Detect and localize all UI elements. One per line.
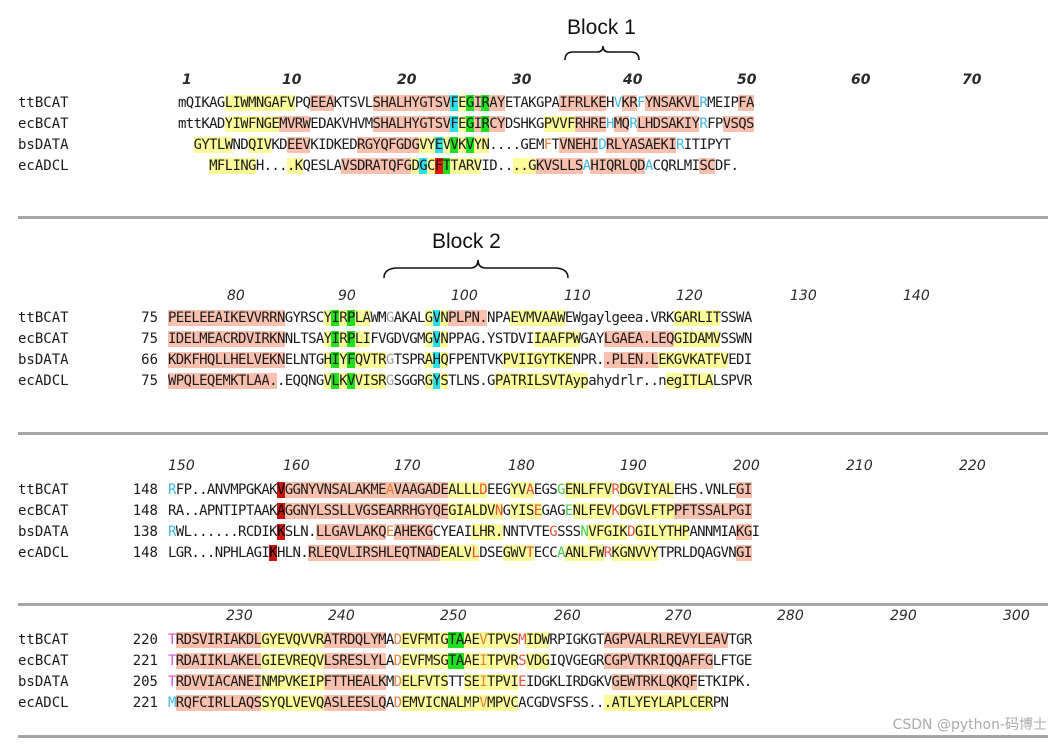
seq-name-ecadcl: ecADCL: [18, 695, 69, 711]
sequence-start-position: 221: [132, 695, 158, 711]
position-tick-label: 1: [182, 72, 192, 88]
aligned-sequence: RFP..ANVMPGKAKVGGNYVNSALAKMEAVAAGADEALLL…: [168, 482, 752, 498]
position-tick-label: 90: [338, 288, 356, 304]
aligned-sequence: mQIKAGLIWMNGAFVPQEEAKTSVLSHALHYGTSVFEGIR…: [178, 95, 754, 111]
sequence-start-position: 148: [132, 482, 158, 498]
aligned-sequence: KDKFHQLLHELVEKNELNTGHIYFQVTRGTSPRAHQFPEN…: [168, 352, 752, 368]
sequence-start-position: 148: [132, 545, 158, 561]
position-tick-label: 290: [890, 608, 917, 624]
seq-name-bsdata: bsDATA: [18, 137, 69, 153]
aligned-sequence: RWL......RCDIKKSLN.LLGAVLAKQEAHEKGCYEAIL…: [168, 524, 760, 540]
aligned-sequence: LGR...NPHLAGIKHLN.RLEQVLIRSHLEQTNADEALVL…: [168, 545, 752, 561]
block-separator: [18, 735, 1048, 738]
sequence-start-position: 66: [141, 352, 158, 368]
position-tick-label: 100: [451, 288, 478, 304]
sequence-start-position: 75: [141, 310, 158, 326]
position-tick-label: 10: [282, 72, 302, 88]
sequence-start-position: 75: [141, 331, 158, 347]
alignment-block-4: 230 240 250 260 270 280 290 300 ttBCAT ecBCAT b…: [0, 608, 1061, 738]
aligned-sequence: TRDAIIKLAKELGIEVREQVLSRESLYLADEVFMSGTAAE…: [168, 653, 752, 669]
aligned-sequence: PEELEEAIKEVVRRNGYRSCYIRPLAWMGAKALGVNPLPN…: [168, 310, 752, 326]
seq-name-bsdata: bsDATA: [18, 674, 69, 690]
position-tick-label: 30: [512, 72, 532, 88]
block-separator: [18, 603, 1048, 606]
position-tick-label: 170: [394, 458, 421, 474]
alignment-block-3: 150 160 170 180 190 200 210 220 ttBCAT ecBCAT b…: [0, 438, 1061, 603]
aligned-sequence: GYTLWNDQIVKDEEVKIDKEDRGYQFGDGVYEVVKVYN..…: [193, 137, 731, 153]
seq-name-ecbcat: ecBCAT: [18, 653, 69, 669]
position-tick-label: 260: [554, 608, 581, 624]
position-tick-label: 120: [676, 288, 703, 304]
position-tick-label: 180: [508, 458, 535, 474]
aligned-sequence: IDELMEACRDVIRKNNLTSAYIRPLIFVGDVGMGVNPPAG…: [168, 331, 752, 347]
block1-bracket: [564, 45, 640, 61]
position-tick-label: 300: [1003, 608, 1030, 624]
aligned-sequence: mttKADYIWFNGEMVRWEDAKVHVMSHALHYGTSVFEGIR…: [178, 116, 754, 132]
position-tick-label: 270: [665, 608, 692, 624]
seq-name-ecadcl: ecADCL: [18, 373, 69, 389]
block1-label: Block 1: [567, 16, 636, 39]
sequence-start-position: 205: [132, 674, 158, 690]
position-tick-label: 50: [737, 72, 757, 88]
position-tick-label: 240: [328, 608, 355, 624]
position-tick-label: 150: [168, 458, 195, 474]
seq-name-ttbcat: ttBCAT: [18, 95, 69, 111]
seq-name-ecbcat: ecBCAT: [18, 331, 69, 347]
aligned-sequence: MRQFCIRLLAQSSYQLVEVQASLEESLQADEMVICNALMP…: [168, 695, 729, 711]
position-tick-label: 80: [227, 288, 245, 304]
seq-name-bsdata: bsDATA: [18, 352, 69, 368]
position-tick-label: 190: [620, 458, 647, 474]
position-tick-label: 60: [851, 72, 871, 88]
position-tick-label: 210: [846, 458, 873, 474]
position-tick-label: 250: [440, 608, 467, 624]
seq-name-ecadcl: ecADCL: [18, 158, 69, 174]
sequence-start-position: 220: [132, 632, 158, 648]
sequence-start-position: 138: [132, 524, 158, 540]
sequence-start-position: 75: [141, 373, 158, 389]
position-tick-label: 280: [777, 608, 804, 624]
alignment-block-1: Block 1 1 10 20 30 40 50 60 70 ttBCAT ecBCAT bs…: [0, 0, 1061, 215]
seq-name-ecadcl: ecADCL: [18, 545, 69, 561]
position-tick-label: 130: [790, 288, 817, 304]
position-tick-label: 220: [959, 458, 986, 474]
seq-name-ttbcat: ttBCAT: [18, 482, 69, 498]
seq-name-ecbcat: ecBCAT: [18, 116, 69, 132]
sequence-start-position: 148: [132, 503, 158, 519]
seq-name-ttbcat: ttBCAT: [18, 310, 69, 326]
position-tick-label: 160: [283, 458, 310, 474]
alignment-block-2: Block 2 80 90 100 110 120 130 140 ttBCAT ecBCA…: [0, 222, 1061, 430]
seq-name-ttbcat: ttBCAT: [18, 632, 69, 648]
block2-label: Block 2: [432, 230, 501, 253]
block-separator: [18, 432, 1048, 435]
position-tick-label: 20: [397, 72, 417, 88]
position-tick-label: 110: [564, 288, 591, 304]
watermark: CSDN @python-码博士: [892, 717, 1047, 733]
seq-name-bsdata: bsDATA: [18, 524, 69, 540]
aligned-sequence: RA..APNTIPTAAKAGGNYLSSLLVGSEARRHGYQEGIAL…: [168, 503, 752, 519]
position-tick-label: 70: [962, 72, 982, 88]
aligned-sequence: MFLINGH....KQESLAVSDRATQFGDGCFTTARVID...…: [209, 158, 739, 174]
position-tick-label: 230: [226, 608, 253, 624]
sequence-start-position: 221: [132, 653, 158, 669]
position-tick-label: 40: [623, 72, 643, 88]
position-tick-label: 140: [903, 288, 930, 304]
position-tick-label: 200: [733, 458, 760, 474]
seq-name-ecbcat: ecBCAT: [18, 503, 69, 519]
block-separator: [18, 216, 1048, 219]
aligned-sequence: WPQLEQEMKTLAA..EQQNGVLKVVISRGSGGRGYSTLNS…: [168, 373, 752, 389]
aligned-sequence: TRDVVIACANEINMPVKEIPFTTHEALKMDELFVTSTTSE…: [168, 674, 752, 690]
block2-bracket: [383, 259, 569, 279]
aligned-sequence: TRDSVIRIAKDLGYEVQVVRATRDQLYMADEVFMTGTAAE…: [168, 632, 752, 648]
